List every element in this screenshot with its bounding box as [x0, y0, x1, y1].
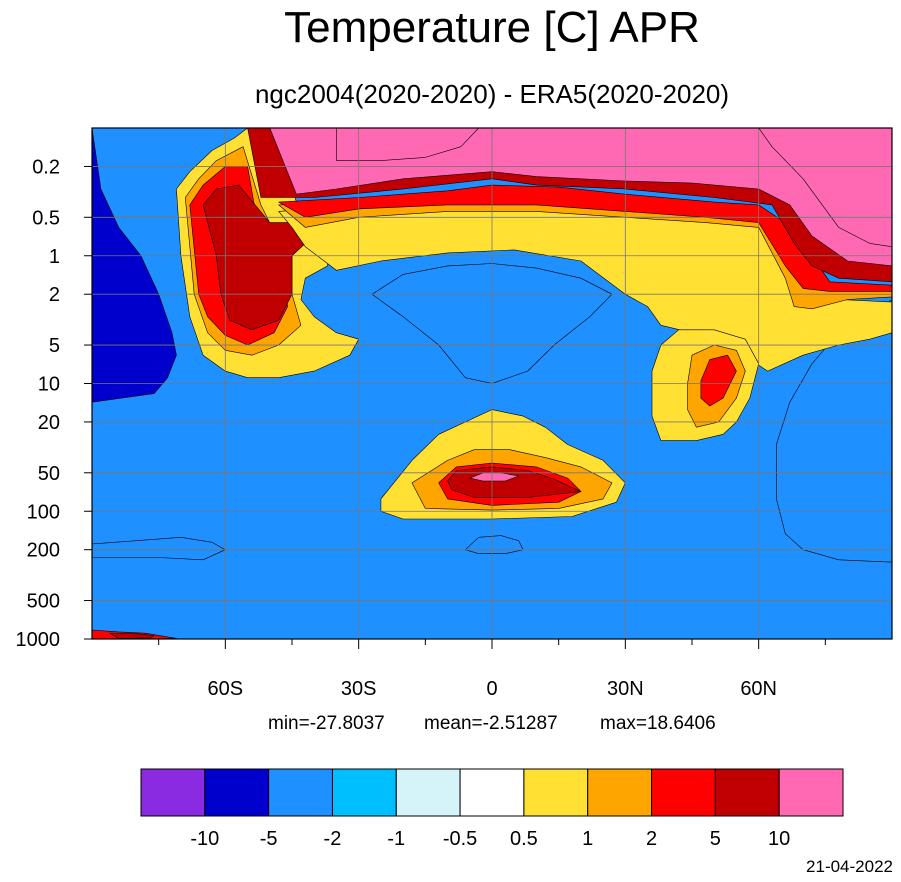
x-tick-label: 0 — [486, 678, 497, 700]
colorbar-box — [459, 768, 525, 817]
contour-region-upper-warm-pink-sh — [336, 128, 480, 161]
colorbar-label: 5 — [710, 828, 721, 850]
stat-min: min=-27.8037 — [268, 713, 385, 734]
y-tick-label: 1 — [49, 246, 60, 268]
colorbar-label: -1 — [387, 828, 405, 850]
axis-ticks: 60S 30S 0 30N 60N 0.2 0.5 1 2 5 10 20 50 100 200 500 100… — [16, 156, 826, 700]
colorbar-box — [395, 768, 461, 817]
contour-region-surface-sh-warm-core — [109, 632, 155, 639]
stat-max: max=18.6406 — [600, 713, 716, 734]
chart-subtitle: ngc2004(2020-2020) - ERA5(2020-2020) — [255, 79, 729, 109]
contour-region-upper-warm-orange — [278, 184, 892, 292]
y-tick-label: 2 — [49, 284, 60, 306]
chart-title: Temperature [C] APR — [284, 3, 700, 52]
contour-region-nh-mid-warm-orange — [700, 354, 737, 407]
contour-regions — [92, 128, 892, 639]
y-tick-label: 200 — [27, 540, 60, 562]
colorbar-label: -5 — [260, 828, 278, 850]
colorbar-box — [778, 768, 844, 817]
colorbar-box — [268, 768, 333, 817]
colorbar-label: 0.5 — [510, 828, 538, 850]
colorbar-label: 10 — [768, 828, 790, 850]
y-tick-label: 1000 — [16, 629, 61, 651]
y-tick-label: 10 — [38, 374, 60, 396]
x-tick-label: 60N — [740, 678, 777, 700]
contour-region-sh-high-lat-cold-core — [92, 128, 177, 403]
x-tick-label: 30S — [341, 678, 377, 700]
x-tick-label: 30N — [607, 678, 644, 700]
colorbar-box — [651, 768, 716, 817]
colorbar-box — [331, 768, 397, 817]
y-tick-label: 5 — [49, 335, 60, 357]
y-tick-label: 500 — [27, 591, 60, 613]
y-tick-label: 0.5 — [32, 207, 60, 229]
colorbar-box — [714, 768, 780, 817]
date-stamp: 21-04-2022 — [806, 857, 893, 876]
y-tick-label: 50 — [38, 463, 60, 485]
colorbar: -10 -5 -2 -1 -0.5 0.5 1 2 5 10 — [140, 768, 844, 850]
contour-region-tropopause-cold-spot — [464, 535, 524, 555]
colorbar-box — [523, 768, 589, 817]
colorbar-box — [204, 768, 270, 817]
colorbar-label: -10 — [190, 828, 219, 850]
colorbar-label: 1 — [582, 828, 593, 850]
y-tick-label: 100 — [27, 501, 60, 523]
colorbar-label: -0.5 — [443, 828, 477, 850]
colorbar-box — [140, 768, 206, 817]
plot-area — [91, 127, 893, 640]
stat-mean: mean=-2.51287 — [424, 713, 558, 734]
x-tick-label: 60S — [208, 678, 244, 700]
colorbar-box — [587, 768, 653, 817]
contour-region-sh-strat-warm-red — [202, 184, 306, 331]
grid-lines — [92, 128, 892, 640]
colorbar-label: 2 — [646, 828, 657, 850]
y-tick-label: 20 — [38, 412, 60, 434]
stats-line: min=-27.8037 mean=-2.51287 max=18.6406 — [268, 713, 716, 734]
y-tick-label: 0.2 — [32, 156, 60, 178]
colorbar-label: -2 — [324, 828, 342, 850]
